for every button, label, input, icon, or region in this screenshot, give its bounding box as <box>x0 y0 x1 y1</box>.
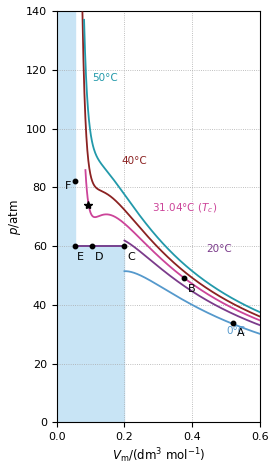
Y-axis label: $p$/atm: $p$/atm <box>7 199 23 235</box>
Text: 20°C: 20°C <box>206 244 232 254</box>
Text: 40°C: 40°C <box>121 156 147 166</box>
X-axis label: $V_\mathrm{m}$/(dm$^3$ mol$^{-1}$): $V_\mathrm{m}$/(dm$^3$ mol$^{-1}$) <box>112 447 205 465</box>
Text: 0°C: 0°C <box>226 326 245 336</box>
Text: D: D <box>95 252 104 262</box>
Text: E: E <box>77 252 84 262</box>
Text: C: C <box>127 252 135 262</box>
Text: A: A <box>237 329 245 338</box>
Text: F: F <box>65 181 71 192</box>
Text: B: B <box>188 284 196 295</box>
Text: 31.04°C ($T_c$): 31.04°C ($T_c$) <box>152 201 217 215</box>
Text: 50°C: 50°C <box>92 74 118 84</box>
